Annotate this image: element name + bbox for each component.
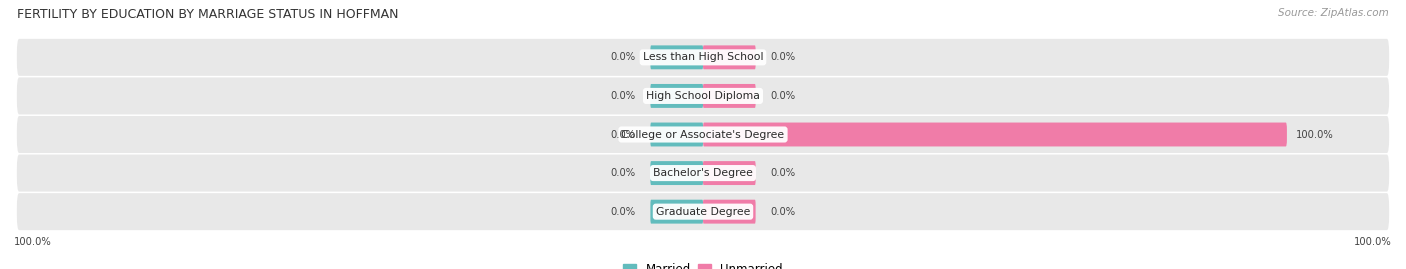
- Text: 0.0%: 0.0%: [770, 91, 796, 101]
- FancyBboxPatch shape: [703, 84, 755, 108]
- Text: Less than High School: Less than High School: [643, 52, 763, 62]
- FancyBboxPatch shape: [17, 39, 1389, 76]
- Text: 0.0%: 0.0%: [610, 168, 636, 178]
- FancyBboxPatch shape: [651, 161, 703, 185]
- FancyBboxPatch shape: [651, 45, 703, 69]
- Text: 0.0%: 0.0%: [610, 207, 636, 217]
- Text: FERTILITY BY EDUCATION BY MARRIAGE STATUS IN HOFFMAN: FERTILITY BY EDUCATION BY MARRIAGE STATU…: [17, 8, 398, 21]
- FancyBboxPatch shape: [703, 200, 755, 224]
- Text: 0.0%: 0.0%: [770, 52, 796, 62]
- FancyBboxPatch shape: [703, 45, 755, 69]
- Text: 0.0%: 0.0%: [610, 129, 636, 140]
- Text: 0.0%: 0.0%: [770, 168, 796, 178]
- Text: 0.0%: 0.0%: [770, 207, 796, 217]
- FancyBboxPatch shape: [17, 193, 1389, 230]
- Text: Graduate Degree: Graduate Degree: [655, 207, 751, 217]
- FancyBboxPatch shape: [703, 123, 1286, 146]
- FancyBboxPatch shape: [17, 116, 1389, 153]
- FancyBboxPatch shape: [703, 161, 755, 185]
- Text: High School Diploma: High School Diploma: [647, 91, 759, 101]
- Text: 0.0%: 0.0%: [610, 52, 636, 62]
- Text: Source: ZipAtlas.com: Source: ZipAtlas.com: [1278, 8, 1389, 18]
- FancyBboxPatch shape: [17, 155, 1389, 192]
- FancyBboxPatch shape: [651, 123, 703, 146]
- Legend: Married, Unmarried: Married, Unmarried: [623, 263, 783, 269]
- Text: 100.0%: 100.0%: [1295, 129, 1333, 140]
- Text: 0.0%: 0.0%: [610, 91, 636, 101]
- FancyBboxPatch shape: [17, 77, 1389, 114]
- Text: 100.0%: 100.0%: [14, 237, 52, 247]
- FancyBboxPatch shape: [651, 200, 703, 224]
- Text: Bachelor's Degree: Bachelor's Degree: [652, 168, 754, 178]
- Text: College or Associate's Degree: College or Associate's Degree: [621, 129, 785, 140]
- Text: 100.0%: 100.0%: [1354, 237, 1392, 247]
- FancyBboxPatch shape: [651, 84, 703, 108]
